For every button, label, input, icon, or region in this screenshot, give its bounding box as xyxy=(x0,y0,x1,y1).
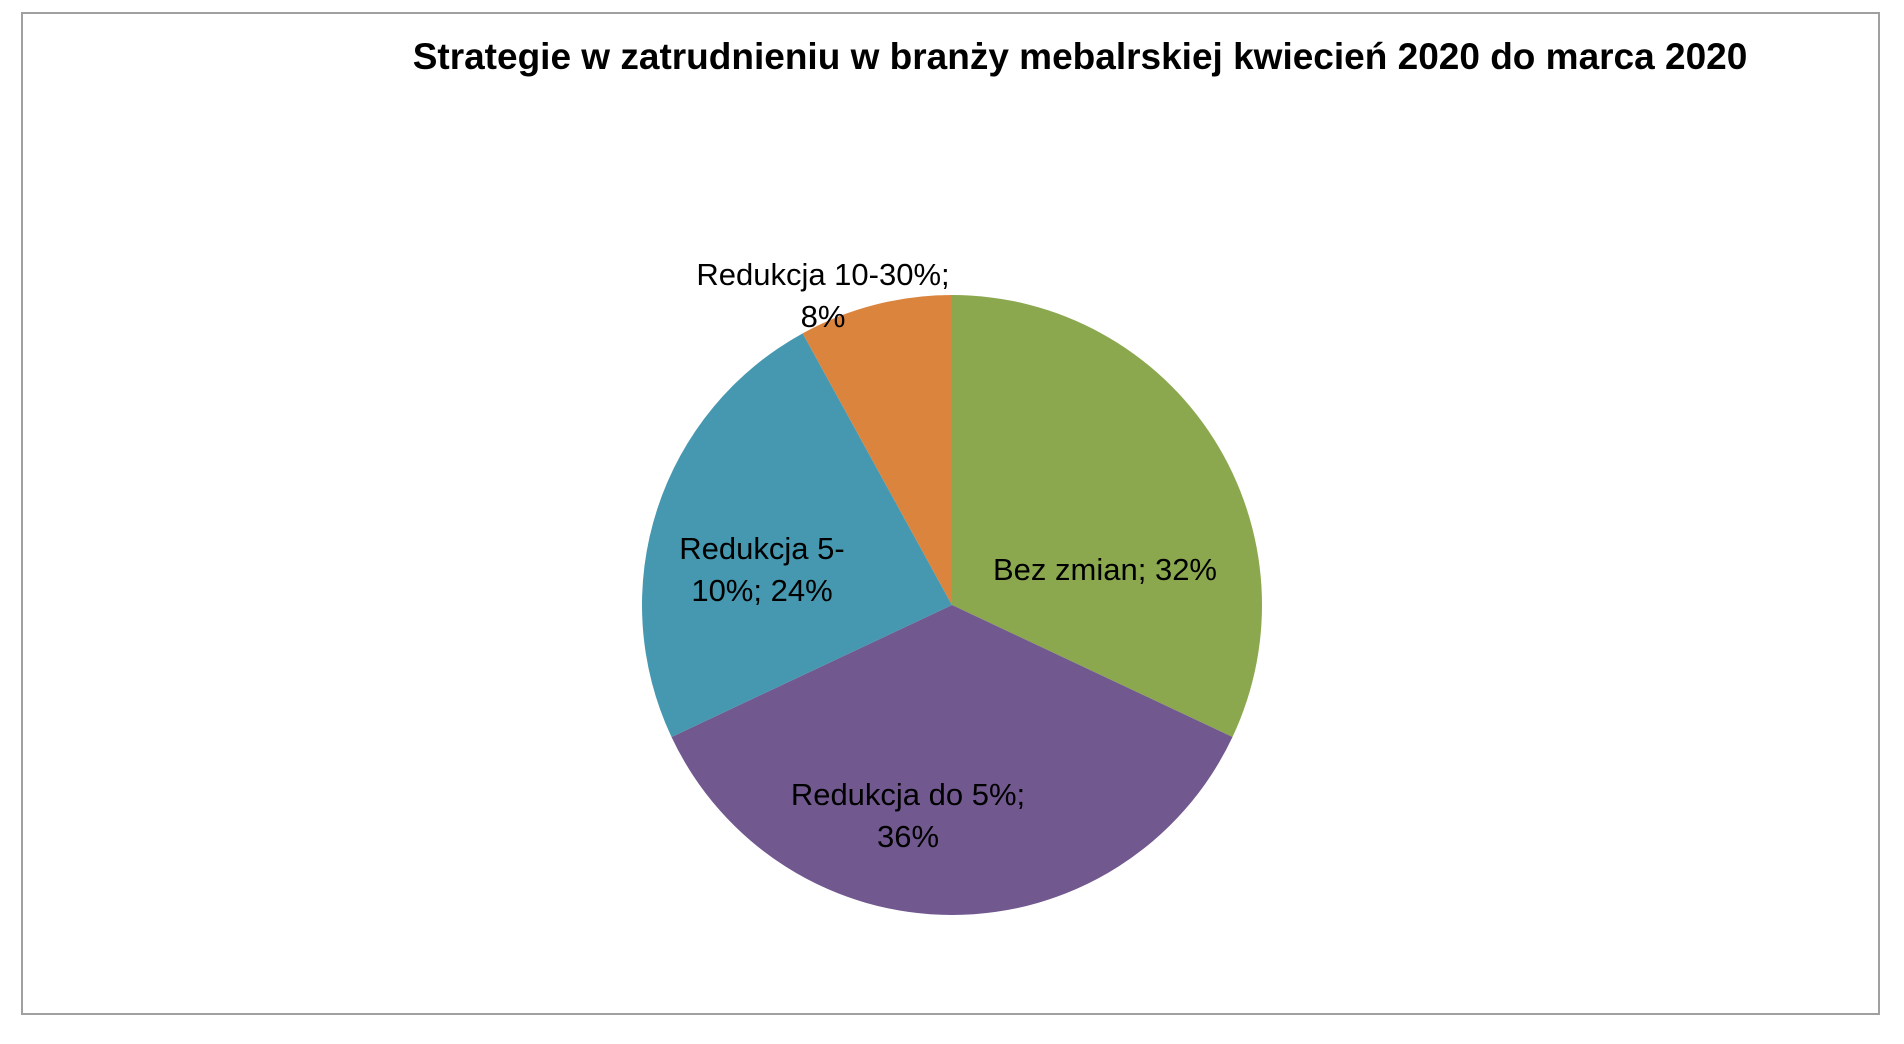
data-label: Bez zmian; 32% xyxy=(993,552,1217,587)
data-label: Redukcja 10-30%; 8% xyxy=(696,257,950,334)
pie-slice xyxy=(802,295,952,605)
pie-slice xyxy=(671,605,1233,915)
chart-title: Strategie w zatrudnieniu w branży mebalr… xyxy=(412,36,1748,77)
data-label: Redukcja do 5%; 36% xyxy=(790,777,1026,854)
pie-slice xyxy=(642,333,952,737)
chart-frame xyxy=(21,12,1880,1015)
data-label: Redukcja 5-10%; 24% xyxy=(679,531,845,608)
pie-slice xyxy=(952,295,1262,737)
